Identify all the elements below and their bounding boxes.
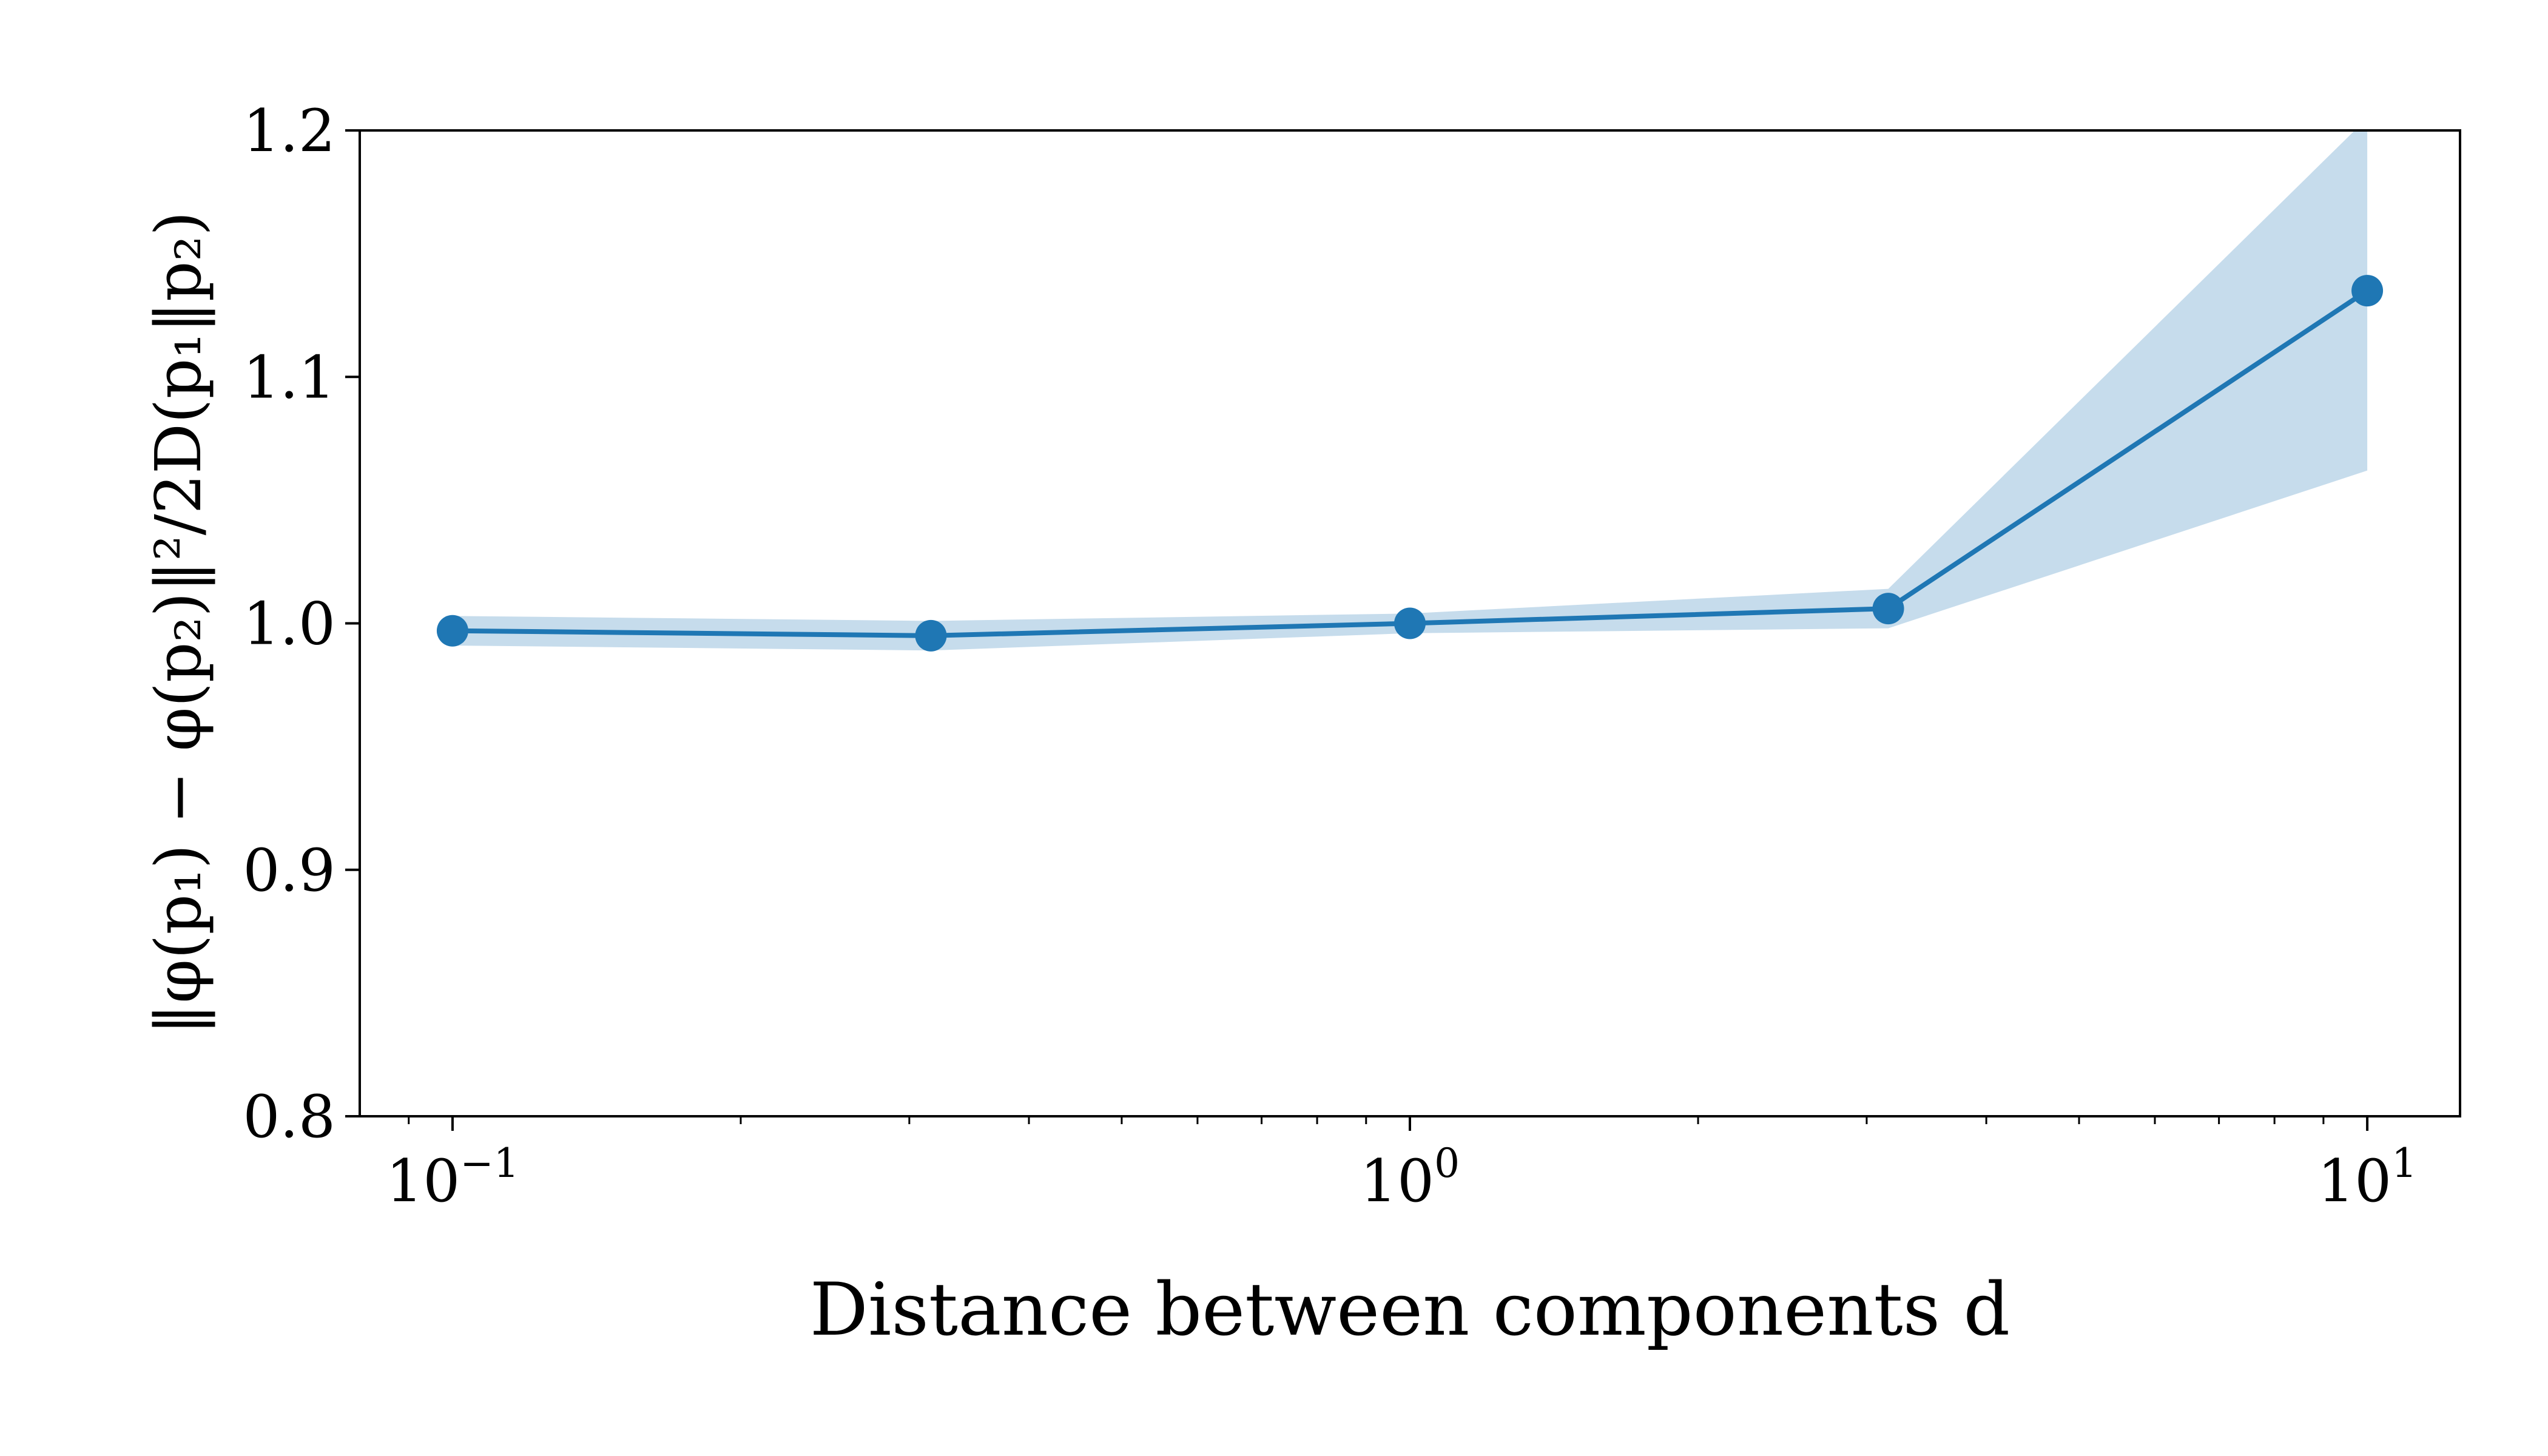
- y-tick-label: 0.9: [243, 837, 335, 905]
- x-tick-label: 100: [1360, 1140, 1460, 1215]
- y-axis-ticks: 0.8 0.9 1.0 1.1 1.2: [243, 97, 360, 1151]
- data-point: [1872, 593, 1904, 625]
- y-tick-label: 0.8: [243, 1083, 335, 1151]
- series-marker-layer: [436, 275, 2384, 652]
- x-tick-label: 10−1: [386, 1140, 519, 1215]
- y-tick-label: 1.2: [243, 97, 335, 165]
- x-axis-ticks: 10−1 100 101: [386, 1116, 2417, 1215]
- x-axis-label: Distance between components d: [810, 1268, 2010, 1352]
- data-point: [436, 615, 468, 647]
- y-axis-label-text: ‖φ(p₁) − φ(p₂)‖²/2D(p₁‖p₂): [141, 211, 215, 1035]
- confidence-band: [452, 130, 2368, 651]
- y-tick-label: 1.1: [243, 343, 335, 411]
- data-point: [915, 619, 947, 652]
- x-tick-label: 101: [2317, 1140, 2417, 1215]
- x-axis-label-text: Distance between components d: [810, 1268, 2010, 1352]
- data-point: [2351, 275, 2384, 307]
- data-point: [1394, 607, 1426, 639]
- confidence-band-layer: [452, 130, 2368, 651]
- y-tick-label: 1.0: [243, 590, 335, 658]
- y-axis-label: ‖φ(p₁) − φ(p₂)‖²/2D(p₁‖p₂): [141, 211, 215, 1035]
